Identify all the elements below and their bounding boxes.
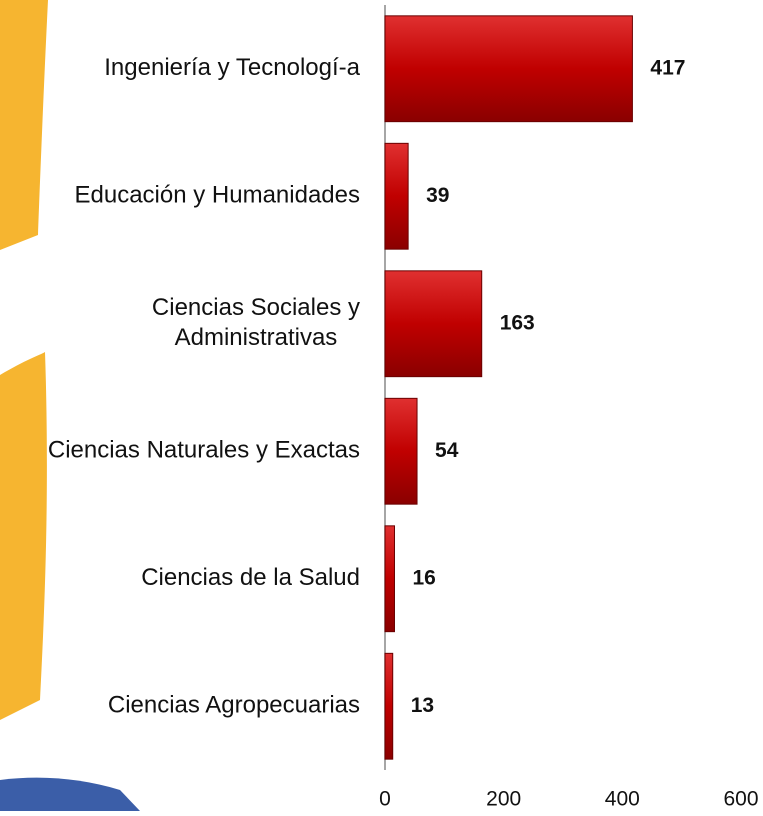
value-label: 417 xyxy=(650,56,685,79)
value-label: 54 xyxy=(435,439,459,462)
x-tick-label: 600 xyxy=(723,788,758,811)
value-label: 16 xyxy=(412,566,435,589)
bar xyxy=(384,525,395,633)
x-tick-label: 200 xyxy=(486,788,521,811)
bar xyxy=(384,15,633,123)
decoration xyxy=(0,352,47,720)
x-tick-label: 0 xyxy=(379,788,391,811)
y-tick-label: Ciencias Agropecuarias xyxy=(108,692,360,719)
decoration xyxy=(0,777,140,811)
y-tick-label: Ingeniería y Tecnologí-a xyxy=(104,54,360,81)
bar xyxy=(384,397,418,505)
y-tick-label: Educación y Humanidades xyxy=(74,182,360,209)
y-tick-label: Ciencias Sociales y Administrativas xyxy=(152,294,360,351)
decoration xyxy=(0,0,48,250)
x-tick-label: 400 xyxy=(605,788,640,811)
y-tick-label: Ciencias de la Salud xyxy=(141,564,360,591)
value-label: 163 xyxy=(500,311,535,334)
bar xyxy=(384,142,409,250)
bar xyxy=(384,652,394,760)
value-label: 39 xyxy=(426,184,449,207)
value-label: 13 xyxy=(411,694,434,717)
y-tick-label: Ciencias Naturales y Exactas xyxy=(48,437,360,464)
bar xyxy=(384,270,483,378)
